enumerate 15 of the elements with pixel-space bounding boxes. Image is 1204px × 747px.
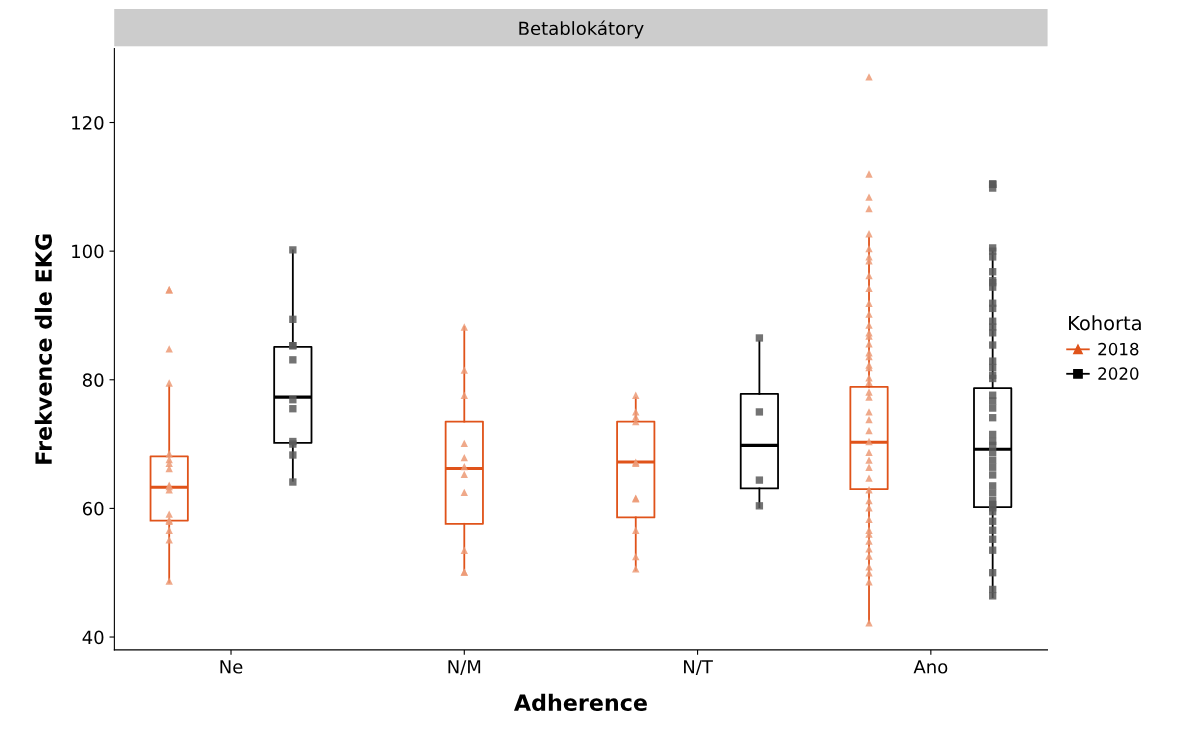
- y-tick-label: 100: [72, 244, 104, 259]
- y-tick-label: 60: [82, 501, 104, 516]
- chart-title: Betablokátory: [519, 20, 644, 39]
- y-axis-title: Frekvence dle EKG: [34, 234, 52, 464]
- legend-label: 2020: [1098, 367, 1139, 380]
- legend-title: Kohorta: [1069, 315, 1141, 331]
- x-tick-label: Ano: [913, 660, 948, 674]
- x-tick-label: N/M: [448, 660, 481, 676]
- y-tick-label: 40: [82, 630, 104, 645]
- x-axis-title: Adherence: [513, 693, 647, 711]
- x-tick-label: Ne: [220, 660, 243, 674]
- x-tick-label: N/T: [684, 660, 713, 676]
- legend-label: 2018: [1098, 342, 1139, 356]
- y-tick-label: 80: [82, 373, 104, 387]
- y-tick-label: 120: [72, 115, 104, 130]
